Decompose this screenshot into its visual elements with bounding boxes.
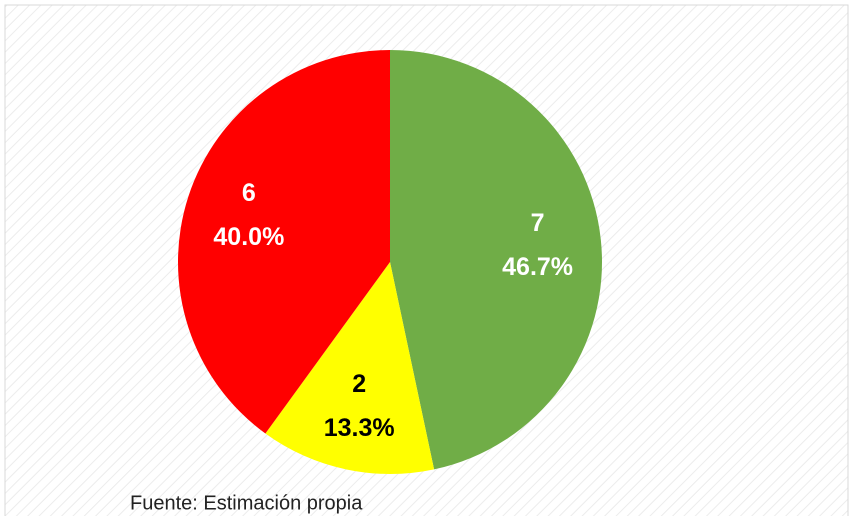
source-note: Fuente: Estimación propia — [130, 492, 363, 514]
value-label: 6 — [242, 179, 256, 207]
pie — [177, 50, 602, 474]
percent-label: 46.7% — [502, 253, 573, 281]
pie-slice — [177, 50, 390, 434]
value-label: 2 — [352, 370, 366, 398]
percent-label: 40.0% — [213, 223, 284, 251]
pie-slice — [265, 262, 435, 474]
pie-slice — [390, 50, 602, 470]
value-label: 7 — [531, 209, 545, 237]
percent-label: 13.3% — [324, 414, 395, 442]
